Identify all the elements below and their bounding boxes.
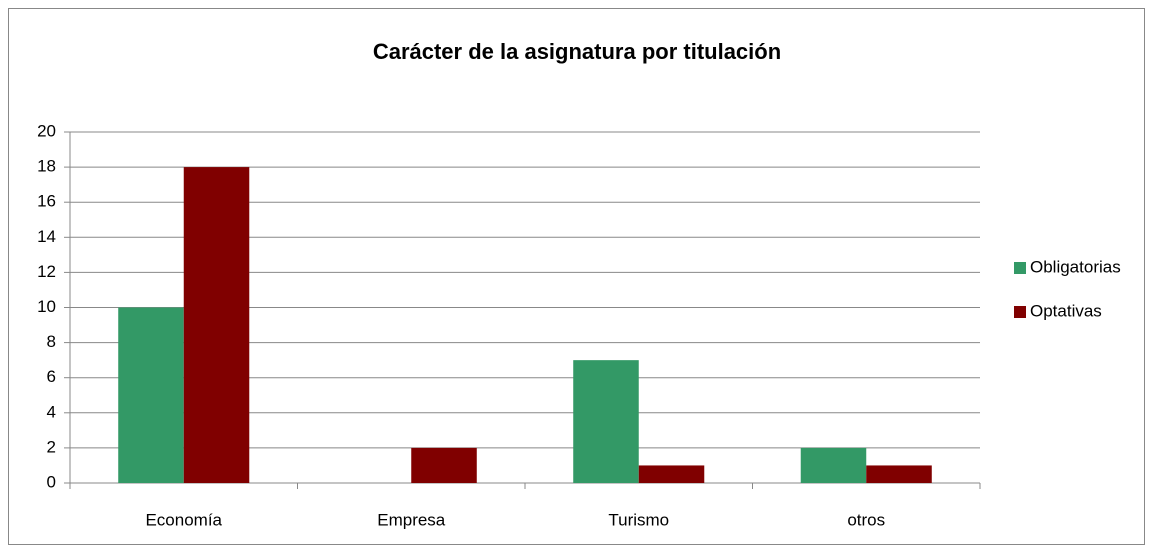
x-tick-label: Economía [145,510,222,529]
legend-label: Obligatorias [1030,257,1121,276]
legend-swatch [1014,262,1026,274]
y-tick-label: 20 [37,121,56,140]
bar [118,307,184,483]
y-tick-label: 0 [47,472,56,491]
bar [573,360,639,483]
y-tick-label: 4 [47,402,56,421]
y-tick-label: 18 [37,157,56,176]
x-tick-label: Turismo [608,510,669,529]
y-tick-label: 12 [37,262,56,281]
bar [800,447,867,483]
y-tick-label: 2 [47,437,56,456]
legend-swatch [1014,306,1026,318]
bar [866,465,932,483]
chart-title: Carácter de la asignatura por titulación [373,39,781,64]
y-tick-label: 10 [37,297,56,316]
bar [183,167,250,483]
x-tick-label: otros [847,510,885,529]
y-tick-label: 16 [37,192,56,211]
legend-label: Optativas [1030,301,1102,320]
bar [411,447,477,483]
y-tick-label: 8 [47,332,56,351]
y-tick-label: 6 [47,367,56,386]
y-tick-label: 14 [37,227,56,246]
bar [638,465,705,483]
x-tick-label: Empresa [377,510,446,529]
